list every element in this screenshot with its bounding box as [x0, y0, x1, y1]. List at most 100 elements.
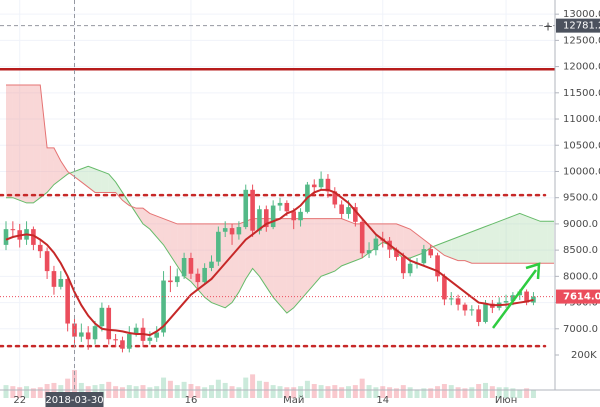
- volume-bar: [428, 388, 434, 398]
- span-a-line: [6, 165, 554, 314]
- candle-body: [257, 209, 262, 231]
- candle-body: [524, 291, 529, 303]
- y-tick-label: 11500.0: [563, 88, 600, 99]
- volume-tick-label: 200K: [571, 350, 597, 361]
- volume-bar: [441, 384, 447, 398]
- crosshair-date-box: [45, 392, 104, 407]
- volume-bar: [462, 388, 468, 398]
- candle-body: [65, 278, 70, 324]
- candle-body: [147, 337, 153, 341]
- candle-body: [58, 278, 64, 287]
- candle-body: [332, 191, 338, 205]
- volume-bar: [366, 385, 372, 398]
- candle-body: [298, 211, 303, 221]
- candle-body: [31, 229, 36, 245]
- volume-bar: [17, 387, 23, 398]
- candle-body: [51, 271, 57, 287]
- cloud-fill: [156, 216, 164, 245]
- candle-body: [318, 178, 324, 188]
- volume-bar: [174, 385, 180, 398]
- candle-body: [435, 255, 440, 277]
- y-tick-label: 10000.0: [563, 166, 600, 177]
- candle-body: [195, 273, 201, 283]
- candle-body: [127, 334, 132, 349]
- volume-bar: [92, 385, 98, 398]
- candle-body: [92, 326, 98, 340]
- cloud-fill: [6, 84, 13, 198]
- cloud-fill: [314, 218, 322, 285]
- candle-body: [394, 249, 399, 257]
- candle-body: [216, 231, 221, 262]
- cloud-fill: [136, 208, 143, 224]
- volume-bar: [37, 387, 43, 398]
- volume-bar: [113, 386, 119, 398]
- cloud-fill: [280, 218, 287, 314]
- candle-body: [277, 202, 283, 206]
- volume-bar: [496, 387, 502, 398]
- volume-bar: [346, 386, 351, 398]
- candle-body: [120, 340, 125, 349]
- cloud-fill: [321, 218, 328, 277]
- cloud-fill: [225, 223, 233, 308]
- candle-body: [202, 267, 207, 283]
- volume-bar: [510, 388, 516, 398]
- cloud-fill: [40, 84, 48, 198]
- volume-bar: [517, 389, 523, 398]
- candle-body: [133, 327, 139, 335]
- volume-bar: [30, 388, 36, 398]
- volume-bar: [270, 385, 276, 398]
- cloud-fill: [540, 221, 548, 264]
- cloud-fill: [512, 213, 520, 264]
- cloud-fill: [149, 213, 157, 238]
- cloud-fill: [485, 223, 493, 264]
- cloud-fill: [471, 229, 479, 264]
- volume-bar: [72, 370, 77, 398]
- cloud-fill: [506, 216, 513, 264]
- cloud-fill: [26, 84, 34, 203]
- volume-bar: [167, 380, 173, 398]
- candle-body: [229, 228, 235, 235]
- candle-body: [154, 332, 159, 338]
- candle-body: [222, 228, 228, 232]
- volume-bar: [188, 384, 194, 398]
- crosshair-price-box: [556, 18, 600, 33]
- volume-bar: [243, 377, 249, 398]
- cloud-fill: [293, 218, 301, 308]
- y-tick-label: 9000.0: [563, 219, 598, 230]
- volume-bar: [530, 390, 536, 398]
- volume-bar: [161, 377, 167, 398]
- volume-bar: [489, 386, 495, 398]
- y-tick-label: 9500.0: [563, 193, 598, 204]
- candle-body: [243, 189, 249, 228]
- candle-body: [325, 178, 331, 192]
- volume-bar: [448, 385, 454, 398]
- candle-body: [311, 184, 317, 188]
- candle-body: [168, 280, 173, 283]
- cloud-fill: [334, 218, 342, 272]
- cloud-fill: [499, 218, 507, 264]
- price-axis: [555, 0, 600, 407]
- cloud-fill: [403, 226, 411, 258]
- volume-bar: [209, 385, 214, 398]
- candle-body: [250, 189, 255, 231]
- cloud-fill: [259, 218, 267, 287]
- cloud-fill: [478, 226, 486, 264]
- candle-body: [99, 307, 105, 327]
- candle-body: [264, 209, 269, 228]
- y-tick-label: 8500.0: [563, 245, 598, 256]
- cloud-fill: [74, 168, 82, 182]
- volume-bar: [524, 388, 530, 398]
- volume-bar: [291, 387, 297, 398]
- volume-bar: [65, 378, 71, 398]
- y-tick-label: 12000.0: [563, 62, 600, 73]
- volume-bar: [256, 380, 262, 398]
- volume-bar: [44, 384, 50, 398]
- x-tick-label: Май: [283, 395, 304, 406]
- arrow-shaft: [491, 269, 538, 329]
- arrow-head: [525, 262, 541, 280]
- candle-body: [284, 202, 290, 212]
- volume-bar: [10, 386, 16, 398]
- cloud-fill: [519, 213, 527, 264]
- volume-bar: [332, 385, 338, 398]
